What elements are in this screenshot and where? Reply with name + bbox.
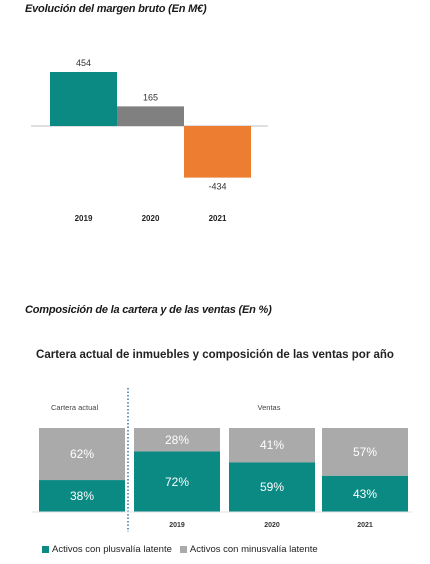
- bar-plusvalia-2019: [134, 451, 220, 512]
- x-tick-label-2019: 2019: [169, 522, 185, 529]
- bar-value-label-2021: -434: [208, 182, 226, 192]
- bar-value-label-2020: 165: [143, 92, 158, 102]
- value-label-minusvalia-cartera: 62%: [70, 447, 94, 461]
- bar-2019: [50, 72, 117, 126]
- legend-label-plusvalia: Activos con plusvalía latente: [52, 544, 172, 555]
- margin-bar-chart: 454 2019 165 2020 -434 2021: [31, 58, 268, 223]
- chart2-legend: Activos con plusvalía latente Activos co…: [42, 544, 326, 555]
- group-label-portfolio: Cartera actual: [51, 403, 98, 412]
- bar-2020: [117, 106, 184, 126]
- value-label-minusvalia-2019: 28%: [165, 433, 189, 447]
- legend-label-minusvalia: Activos con minusvalía latente: [189, 544, 318, 555]
- x-tick-label-2019: 2019: [75, 214, 93, 223]
- x-tick-label-2020: 2020: [264, 522, 280, 529]
- value-label-plusvalia-2021: 43%: [353, 487, 377, 501]
- group-label-sales: Ventas: [258, 403, 281, 412]
- x-tick-label-2021: 2021: [209, 214, 227, 223]
- x-tick-label-2020: 2020: [142, 214, 160, 223]
- x-tick-label-2021: 2021: [357, 522, 373, 529]
- bar-minusvalia-2019: [134, 428, 220, 452]
- value-label-plusvalia-cartera: 38%: [70, 489, 94, 503]
- bar-minusvalia-cartera: [39, 428, 125, 481]
- chart2-title: Cartera actual de inmuebles y composició…: [36, 349, 394, 361]
- chart1-heading: Evolución del margen bruto (En M€): [25, 3, 207, 15]
- bar-value-label-2019: 454: [76, 58, 91, 68]
- value-label-minusvalia-2020: 41%: [260, 438, 284, 452]
- value-label-minusvalia-2021: 57%: [353, 445, 377, 459]
- bar-plusvalia-2021: [322, 475, 408, 512]
- value-label-plusvalia-2020: 59%: [260, 480, 284, 494]
- legend-swatch-plusvalia: [42, 546, 49, 553]
- bar-minusvalia-2021: [322, 428, 408, 476]
- bar-2021: [184, 126, 251, 178]
- value-label-plusvalia-2019: 72%: [165, 475, 189, 489]
- legend-item-minusvalia: Activos con minusvalía latente: [179, 544, 318, 555]
- legend-swatch-minusvalia: [179, 546, 187, 553]
- bar-plusvalia-2020: [229, 462, 315, 512]
- bar-plusvalia-cartera: [39, 480, 125, 512]
- bar-minusvalia-2020: [229, 428, 315, 463]
- legend-item-plusvalia: Activos con plusvalía latente: [42, 544, 172, 555]
- chart2-heading: Composición de la cartera y de las venta…: [25, 304, 272, 316]
